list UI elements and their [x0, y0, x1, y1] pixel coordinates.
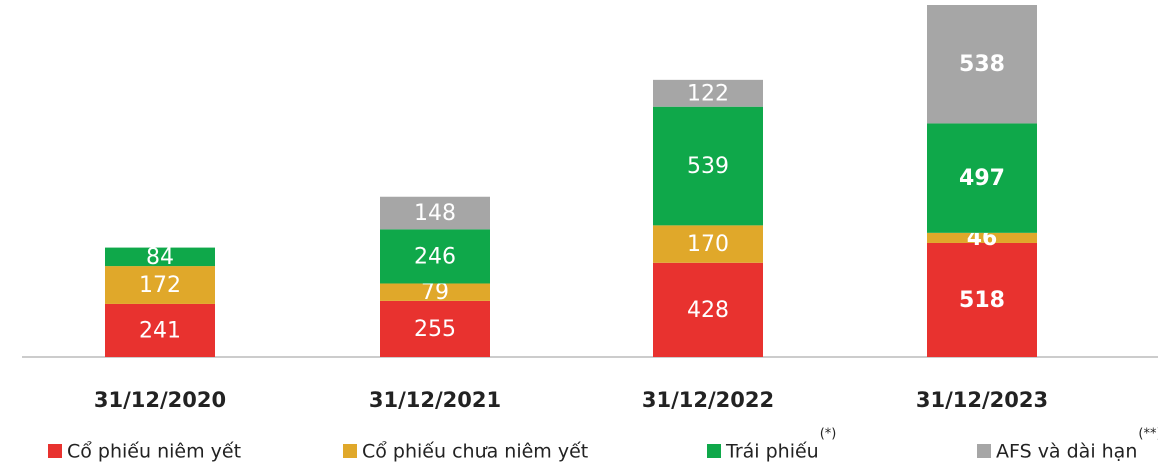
bar-segment [653, 106, 763, 226]
x-tick-label: 31/12/2022 [642, 388, 774, 412]
x-tick-label: 31/12/2020 [94, 388, 226, 412]
value-label: 84 [146, 245, 174, 270]
bar-segment [105, 303, 215, 357]
value-label: 539 [687, 154, 729, 179]
legend-label: Cổ phiếu niêm yết [67, 441, 241, 463]
bar-segment [927, 242, 1037, 357]
bar-segment [653, 79, 763, 107]
value-label: 148 [414, 201, 456, 226]
value-label: 497 [959, 166, 1005, 191]
x-tick-label: 31/12/2023 [916, 388, 1048, 412]
value-label: 255 [414, 317, 456, 342]
legend-label: Trái phiếu [725, 441, 819, 463]
bar-segment [927, 5, 1037, 124]
value-label: 538 [959, 52, 1005, 77]
legend-swatch [707, 444, 721, 458]
value-label: 79 [421, 280, 449, 305]
bar-segment [653, 225, 763, 263]
legend-swatch [48, 444, 62, 458]
bar-segment [653, 262, 763, 357]
bar-segment [105, 247, 215, 267]
x-tick-label: 31/12/2021 [369, 388, 501, 412]
bar-segment [380, 283, 490, 301]
bar-segment [105, 266, 215, 304]
value-label: 170 [687, 232, 729, 257]
value-label: 246 [414, 244, 456, 269]
value-label: 122 [687, 81, 729, 106]
bar-segment [927, 232, 1037, 243]
legend-swatch [977, 444, 991, 458]
bar-segment [380, 229, 490, 284]
value-label: 428 [687, 298, 729, 323]
legend-label: Cổ phiếu chưa niêm yết [362, 441, 588, 463]
bar-segment [380, 300, 490, 357]
value-label: 241 [139, 318, 181, 343]
bar-segment [927, 123, 1037, 233]
legend-footnote: (**) [1138, 427, 1158, 442]
legend-footnote: (*) [820, 427, 837, 442]
value-label: 172 [139, 273, 181, 298]
bar-segment [380, 196, 490, 230]
value-label: 518 [959, 288, 1005, 313]
legend-label: AFS và dài hạn [996, 441, 1137, 463]
legend-swatch [343, 444, 357, 458]
